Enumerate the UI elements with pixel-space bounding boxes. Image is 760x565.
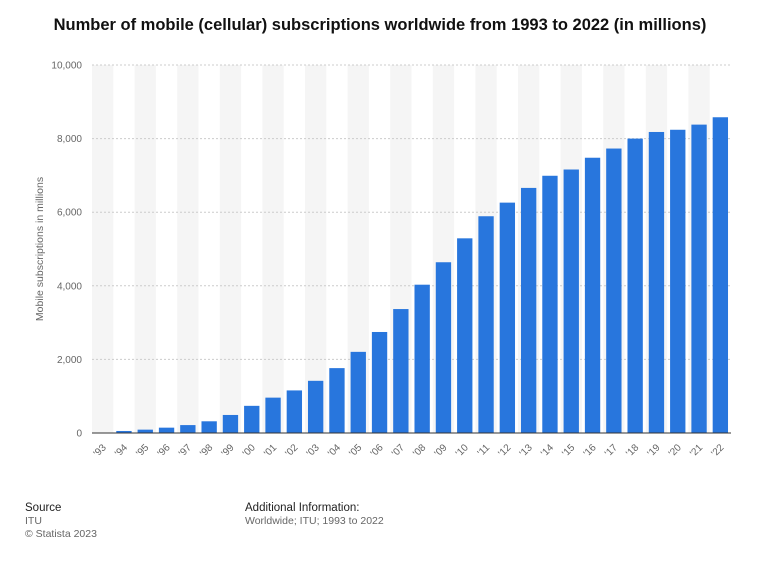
y-axis-label: Mobile subscriptions in millions xyxy=(34,177,46,321)
x-tick-label: '95 xyxy=(134,442,151,459)
x-tick-label: '08 xyxy=(411,442,428,459)
x-tick-labels: '93'94'95 '96'97'98 '99'00'01'02 '03'04'05 '… xyxy=(92,442,727,459)
y-tick-label: 4,000 xyxy=(57,281,82,292)
x-tick-label: '96 xyxy=(156,442,173,459)
x-tick-label: '16 xyxy=(582,442,599,459)
x-tick-label: '06 xyxy=(369,442,386,459)
x-tick-label: '15 xyxy=(560,442,577,459)
x-tick-label: '97 xyxy=(177,442,194,459)
bar[interactable] xyxy=(307,380,324,433)
y-tick-label: 2,000 xyxy=(57,355,82,366)
background-band xyxy=(134,65,156,433)
bar[interactable] xyxy=(457,238,473,433)
bar[interactable] xyxy=(414,284,430,433)
x-tick-label: '00 xyxy=(241,442,258,459)
info-heading: Additional Information: xyxy=(245,502,360,514)
bar[interactable] xyxy=(478,216,494,433)
bar[interactable] xyxy=(542,175,558,433)
copyright: © Statista 2023 xyxy=(25,528,97,540)
x-tick-label: '09 xyxy=(433,442,450,459)
bar[interactable] xyxy=(627,138,643,433)
bar[interactable] xyxy=(584,157,601,433)
background-band xyxy=(262,65,284,433)
bar[interactable] xyxy=(201,421,217,433)
info-text: Worldwide; ITU; 1993 to 2022 xyxy=(245,515,384,527)
x-tick-label: '13 xyxy=(518,442,535,459)
background-band xyxy=(92,65,114,433)
bar[interactable] xyxy=(116,430,132,433)
bar[interactable] xyxy=(222,414,239,433)
x-tick-label: '07 xyxy=(390,442,407,459)
bar[interactable] xyxy=(563,169,579,433)
x-tick-label: '05 xyxy=(347,442,364,459)
chart-title: Number of mobile (cellular) subscription… xyxy=(53,16,707,34)
bar[interactable] xyxy=(180,425,196,433)
bar[interactable] xyxy=(499,202,516,433)
x-tick-label: '11 xyxy=(476,442,493,459)
x-tick-label: '94 xyxy=(113,442,130,459)
x-tick-label: '12 xyxy=(496,442,513,459)
y-tick-label: 0 xyxy=(76,429,82,440)
background-band xyxy=(177,65,199,433)
x-tick-label: '22 xyxy=(709,442,726,459)
bars xyxy=(116,117,729,434)
y-tick-labels: 0 2,000 4,000 6,000 8,000 10,000 xyxy=(51,61,82,440)
bar[interactable] xyxy=(350,351,366,433)
bar[interactable] xyxy=(158,427,175,433)
bar[interactable] xyxy=(371,331,388,433)
bar[interactable] xyxy=(520,187,537,433)
x-tick-label: '17 xyxy=(603,442,620,459)
bar[interactable] xyxy=(244,405,260,433)
x-tick-label: '93 xyxy=(92,442,109,459)
x-tick-label: '10 xyxy=(454,442,471,459)
x-tick-label: '14 xyxy=(539,442,556,459)
background-band xyxy=(347,65,369,433)
y-tick-label: 6,000 xyxy=(57,208,82,219)
bar[interactable] xyxy=(435,262,452,433)
y-tick-label: 10,000 xyxy=(51,61,82,72)
bar[interactable] xyxy=(393,309,409,433)
bar[interactable] xyxy=(137,429,153,433)
bar[interactable] xyxy=(670,129,686,433)
bar[interactable] xyxy=(691,124,707,433)
bar[interactable] xyxy=(712,117,729,434)
x-tick-label: '18 xyxy=(624,442,641,459)
x-tick-label: '03 xyxy=(305,442,322,459)
source-name: ITU xyxy=(25,515,42,527)
bar[interactable] xyxy=(329,368,345,433)
bar[interactable] xyxy=(606,148,622,433)
x-tick-label: '20 xyxy=(667,442,684,459)
x-tick-label: '99 xyxy=(220,442,237,459)
y-tick-label: 8,000 xyxy=(57,134,82,145)
gridlines xyxy=(92,64,731,360)
x-tick-label: '98 xyxy=(198,442,215,459)
bar-chart: 0 2,000 4,000 6,000 8,000 10,000 '93'94'95 '96… xyxy=(34,61,731,459)
bar[interactable] xyxy=(265,397,281,433)
background-band xyxy=(305,65,327,433)
bar[interactable] xyxy=(286,390,303,433)
bar[interactable] xyxy=(648,131,665,433)
footer-additional-info: Additional Information: Worldwide; ITU; … xyxy=(245,502,384,528)
x-tick-label: '02 xyxy=(283,442,300,459)
x-tick-label: '04 xyxy=(326,442,343,459)
background-band xyxy=(219,65,242,433)
source-heading: Source xyxy=(25,502,62,514)
x-tick-label: '01 xyxy=(262,442,279,459)
x-tick-label: '21 xyxy=(688,442,705,459)
footer-source: Source ITU © Statista 2023 xyxy=(25,502,97,541)
x-tick-label: '19 xyxy=(646,442,663,459)
